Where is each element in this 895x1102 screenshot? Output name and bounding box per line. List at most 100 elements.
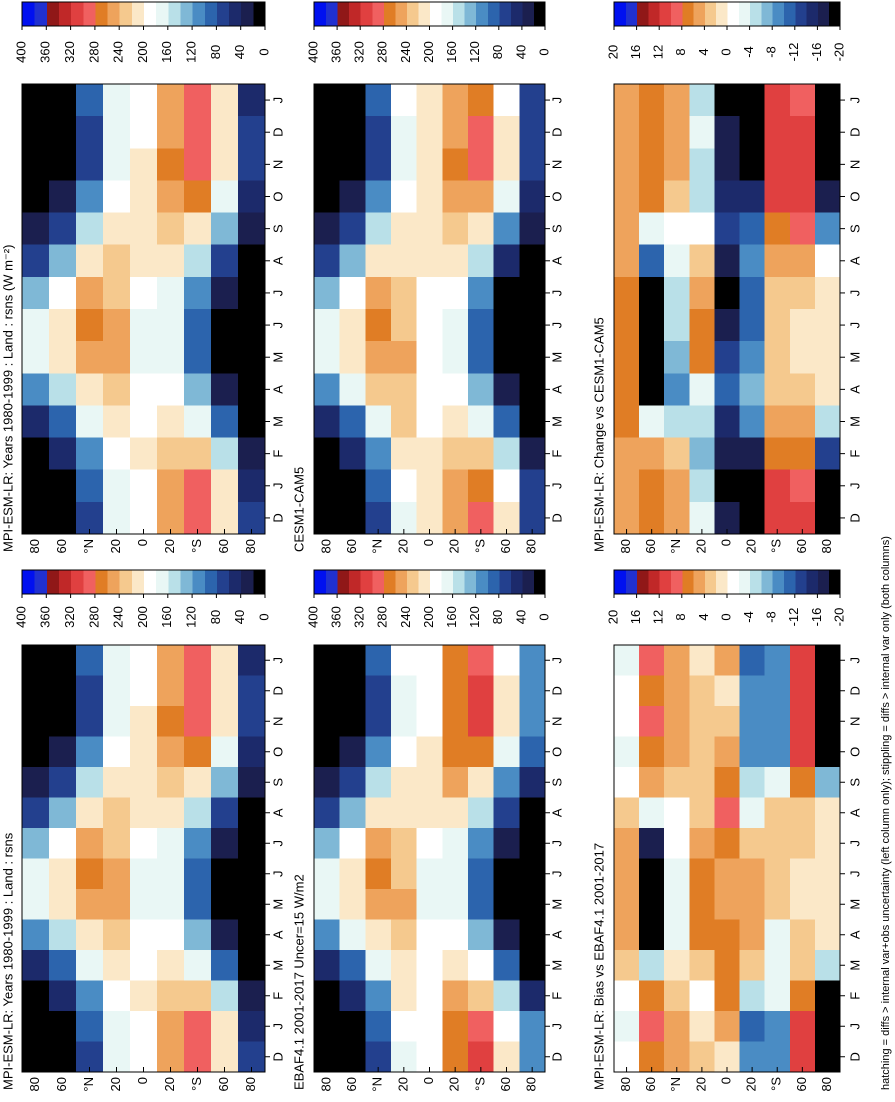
heat-cell	[764, 340, 791, 374]
heat-cell	[519, 888, 546, 920]
heat-cell	[714, 501, 741, 534]
heat-cell	[614, 212, 640, 245]
colorbar-label: 40	[513, 610, 528, 624]
colorbar-swatch	[636, 2, 649, 26]
heat-cell	[789, 308, 816, 342]
colorbar-swatch	[192, 570, 205, 594]
heat-cell	[49, 404, 77, 438]
heat-cell	[468, 919, 495, 950]
heat-cell	[689, 1010, 715, 1042]
heat-cell	[184, 1010, 212, 1042]
colorbar-label: 360	[38, 606, 53, 628]
heat-cell	[76, 244, 104, 277]
colorbar-swatch	[760, 2, 773, 26]
colorbar-swatch	[521, 570, 534, 594]
colorbar-label: 280	[375, 41, 390, 63]
heat-cell	[689, 147, 715, 181]
heat-cell	[639, 276, 665, 309]
heat-cell	[130, 244, 158, 277]
colorbar-label: -16	[809, 608, 824, 627]
colorbar-swatch	[772, 2, 785, 26]
heat-cell	[49, 212, 77, 245]
month-label: O	[270, 747, 285, 757]
heat-cell	[365, 919, 392, 950]
heat-cell	[314, 276, 341, 309]
colorbar-swatch	[34, 2, 47, 26]
colorbar-swatch	[46, 570, 59, 594]
colorbar-label: 40	[232, 610, 247, 624]
heat-cell	[689, 437, 715, 470]
colorbar-swatch	[772, 570, 785, 594]
heat-cell	[157, 437, 185, 470]
heat-cell	[76, 705, 104, 737]
heat-cell	[365, 340, 392, 374]
heat-cell	[614, 469, 640, 502]
heat-cell	[764, 212, 791, 245]
heat-cell	[519, 736, 546, 767]
heat-cell	[689, 372, 715, 406]
heat-cell	[614, 437, 640, 470]
colorbar-swatch	[475, 570, 488, 594]
heat-cell	[468, 308, 495, 342]
heat-cell	[184, 244, 212, 277]
heat-cell	[130, 308, 158, 342]
heat-cell	[714, 766, 741, 798]
lat-label: 60	[54, 1077, 69, 1091]
heat-cell	[391, 372, 418, 406]
heat-cell	[814, 675, 841, 706]
heat-cell	[519, 276, 546, 309]
heat-cell	[103, 212, 131, 245]
colorbar-swatch	[119, 570, 132, 594]
heat-cell	[76, 827, 104, 859]
lat-label: 60	[643, 1077, 658, 1091]
heat-cell	[365, 212, 392, 245]
heat-cell	[339, 372, 366, 406]
colorbar-swatch	[693, 2, 705, 26]
heat-cell	[103, 675, 131, 706]
heat-cell	[614, 736, 640, 767]
heat-cell	[468, 115, 495, 149]
panel-title: MPI-ESM-LR: Change vs CESM1-CAM5	[591, 317, 606, 552]
heat-cell	[614, 340, 640, 374]
heat-cell	[639, 919, 665, 950]
heat-cell	[814, 705, 841, 737]
heat-cell	[614, 276, 640, 309]
heat-cell	[49, 340, 77, 374]
heat-cell	[314, 83, 341, 117]
colorbar-label: -8	[764, 611, 779, 623]
heat-cell	[339, 980, 366, 1011]
colorbar-swatch	[487, 570, 500, 594]
heat-cell	[157, 115, 185, 149]
colorbar-swatch	[179, 570, 193, 594]
heat-cell	[764, 244, 791, 277]
lat-label: 80	[243, 1077, 258, 1091]
colorbar-swatch	[325, 570, 338, 594]
heat-cell	[814, 827, 841, 859]
heat-cell	[184, 736, 212, 767]
heat-cell	[49, 766, 77, 798]
panel-title: MPI-ESM-LR: Years 1980-1999 : Land : rsn…	[0, 832, 15, 1090]
colorbar-label: 120	[184, 41, 199, 63]
colorbar-swatch	[155, 570, 169, 594]
heat-cell	[157, 147, 185, 181]
lat-label: °S	[189, 1077, 204, 1091]
heat-cell	[814, 736, 841, 767]
heat-cell	[664, 888, 690, 920]
heat-cell	[442, 1041, 469, 1072]
heat-cell	[157, 340, 185, 374]
heat-cell	[49, 797, 77, 828]
heat-cell	[519, 212, 546, 245]
heat-cell	[22, 340, 50, 374]
month-label: J	[847, 322, 862, 329]
heat-cell	[639, 797, 665, 828]
heat-cell	[314, 340, 341, 374]
heat-cell	[103, 437, 131, 470]
lat-label: 80	[318, 539, 333, 553]
heat-cell	[49, 469, 77, 502]
heat-cell	[365, 1041, 392, 1072]
heat-cell	[789, 675, 816, 706]
heat-cell	[639, 404, 665, 438]
heat-cell	[339, 276, 366, 309]
heat-cell	[689, 276, 715, 309]
heat-cell	[468, 244, 495, 277]
